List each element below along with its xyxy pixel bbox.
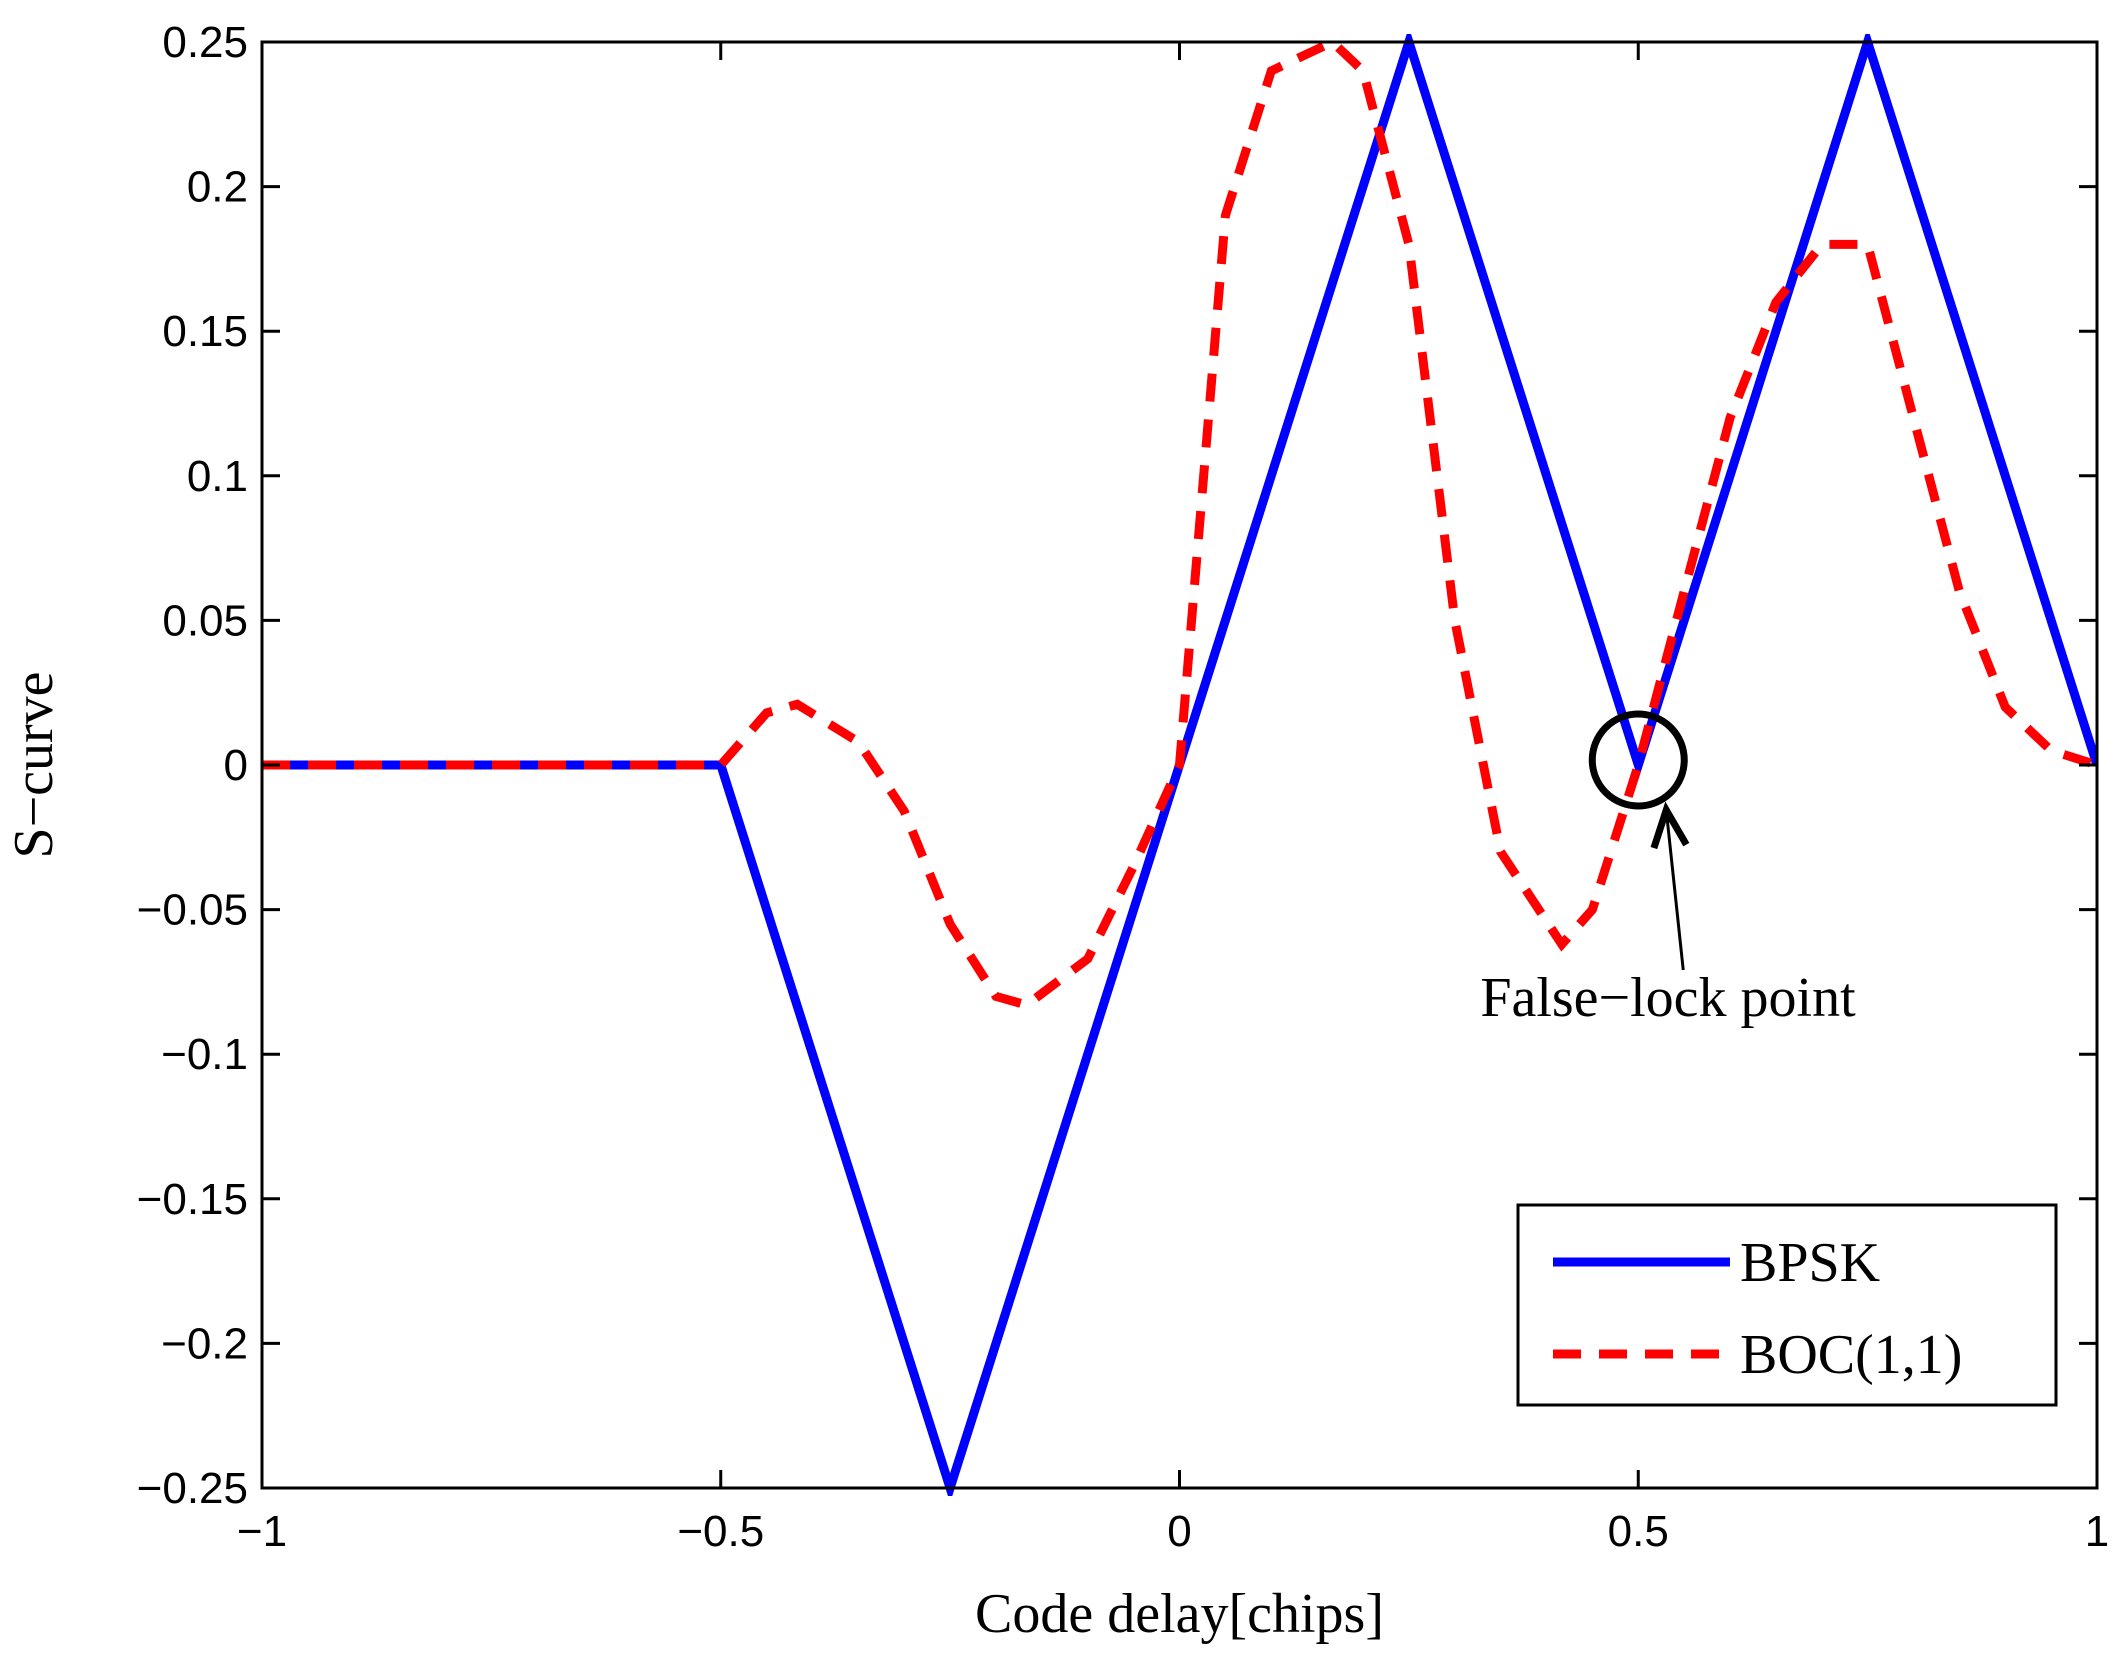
y-tick-label: 0 [224, 741, 248, 790]
y-tick-label: −0.05 [137, 886, 248, 935]
x-tick-label: 1 [2085, 1507, 2109, 1556]
y-tick-label: −0.25 [137, 1464, 248, 1513]
annotation-arrow-head [1650, 801, 1690, 850]
series-line-0 [262, 34, 2097, 1496]
y-tick-label: 0.05 [162, 596, 248, 645]
y-tick-label: 0.1 [187, 452, 248, 501]
false-lock-circle [1588, 710, 1688, 810]
x-tick-label: 0 [1167, 1507, 1191, 1556]
series-group [262, 34, 2097, 1496]
annotation-label: False−lock point [1480, 967, 1856, 1029]
y-tick-label: −0.15 [137, 1175, 248, 1224]
annotation-arrow-shaft [1664, 809, 1685, 971]
y-tick-label: −0.1 [161, 1030, 248, 1079]
y-axis-title: S−curve [3, 671, 65, 858]
x-tick-label: −1 [237, 1507, 287, 1556]
legend: BPSK BOC(1,1) [1516, 1203, 2058, 1407]
x-axis-title: Code delay[chips] [975, 1583, 1384, 1645]
plot-area [262, 34, 2097, 1496]
legend-label-1: BOC(1,1) [1740, 1324, 1962, 1386]
y-tick-label: 0.15 [162, 307, 248, 356]
legend-box [1516, 1203, 2058, 1407]
y-tick-label: 0.25 [162, 18, 248, 67]
annotation-group: False−lock point [1480, 710, 1856, 1029]
y-tick-label: −0.2 [161, 1319, 248, 1368]
x-tick-label: −0.5 [677, 1507, 764, 1556]
y-tick-label: 0.2 [187, 163, 248, 212]
x-tick-label: 0.5 [1608, 1507, 1669, 1556]
legend-label-0: BPSK [1740, 1232, 1880, 1294]
axes: −1 −0.5 0 0.5 1 −0.25 −0.2 −0.15 −0.1 −0.05 0 0.05 0… [3, 18, 2109, 1645]
